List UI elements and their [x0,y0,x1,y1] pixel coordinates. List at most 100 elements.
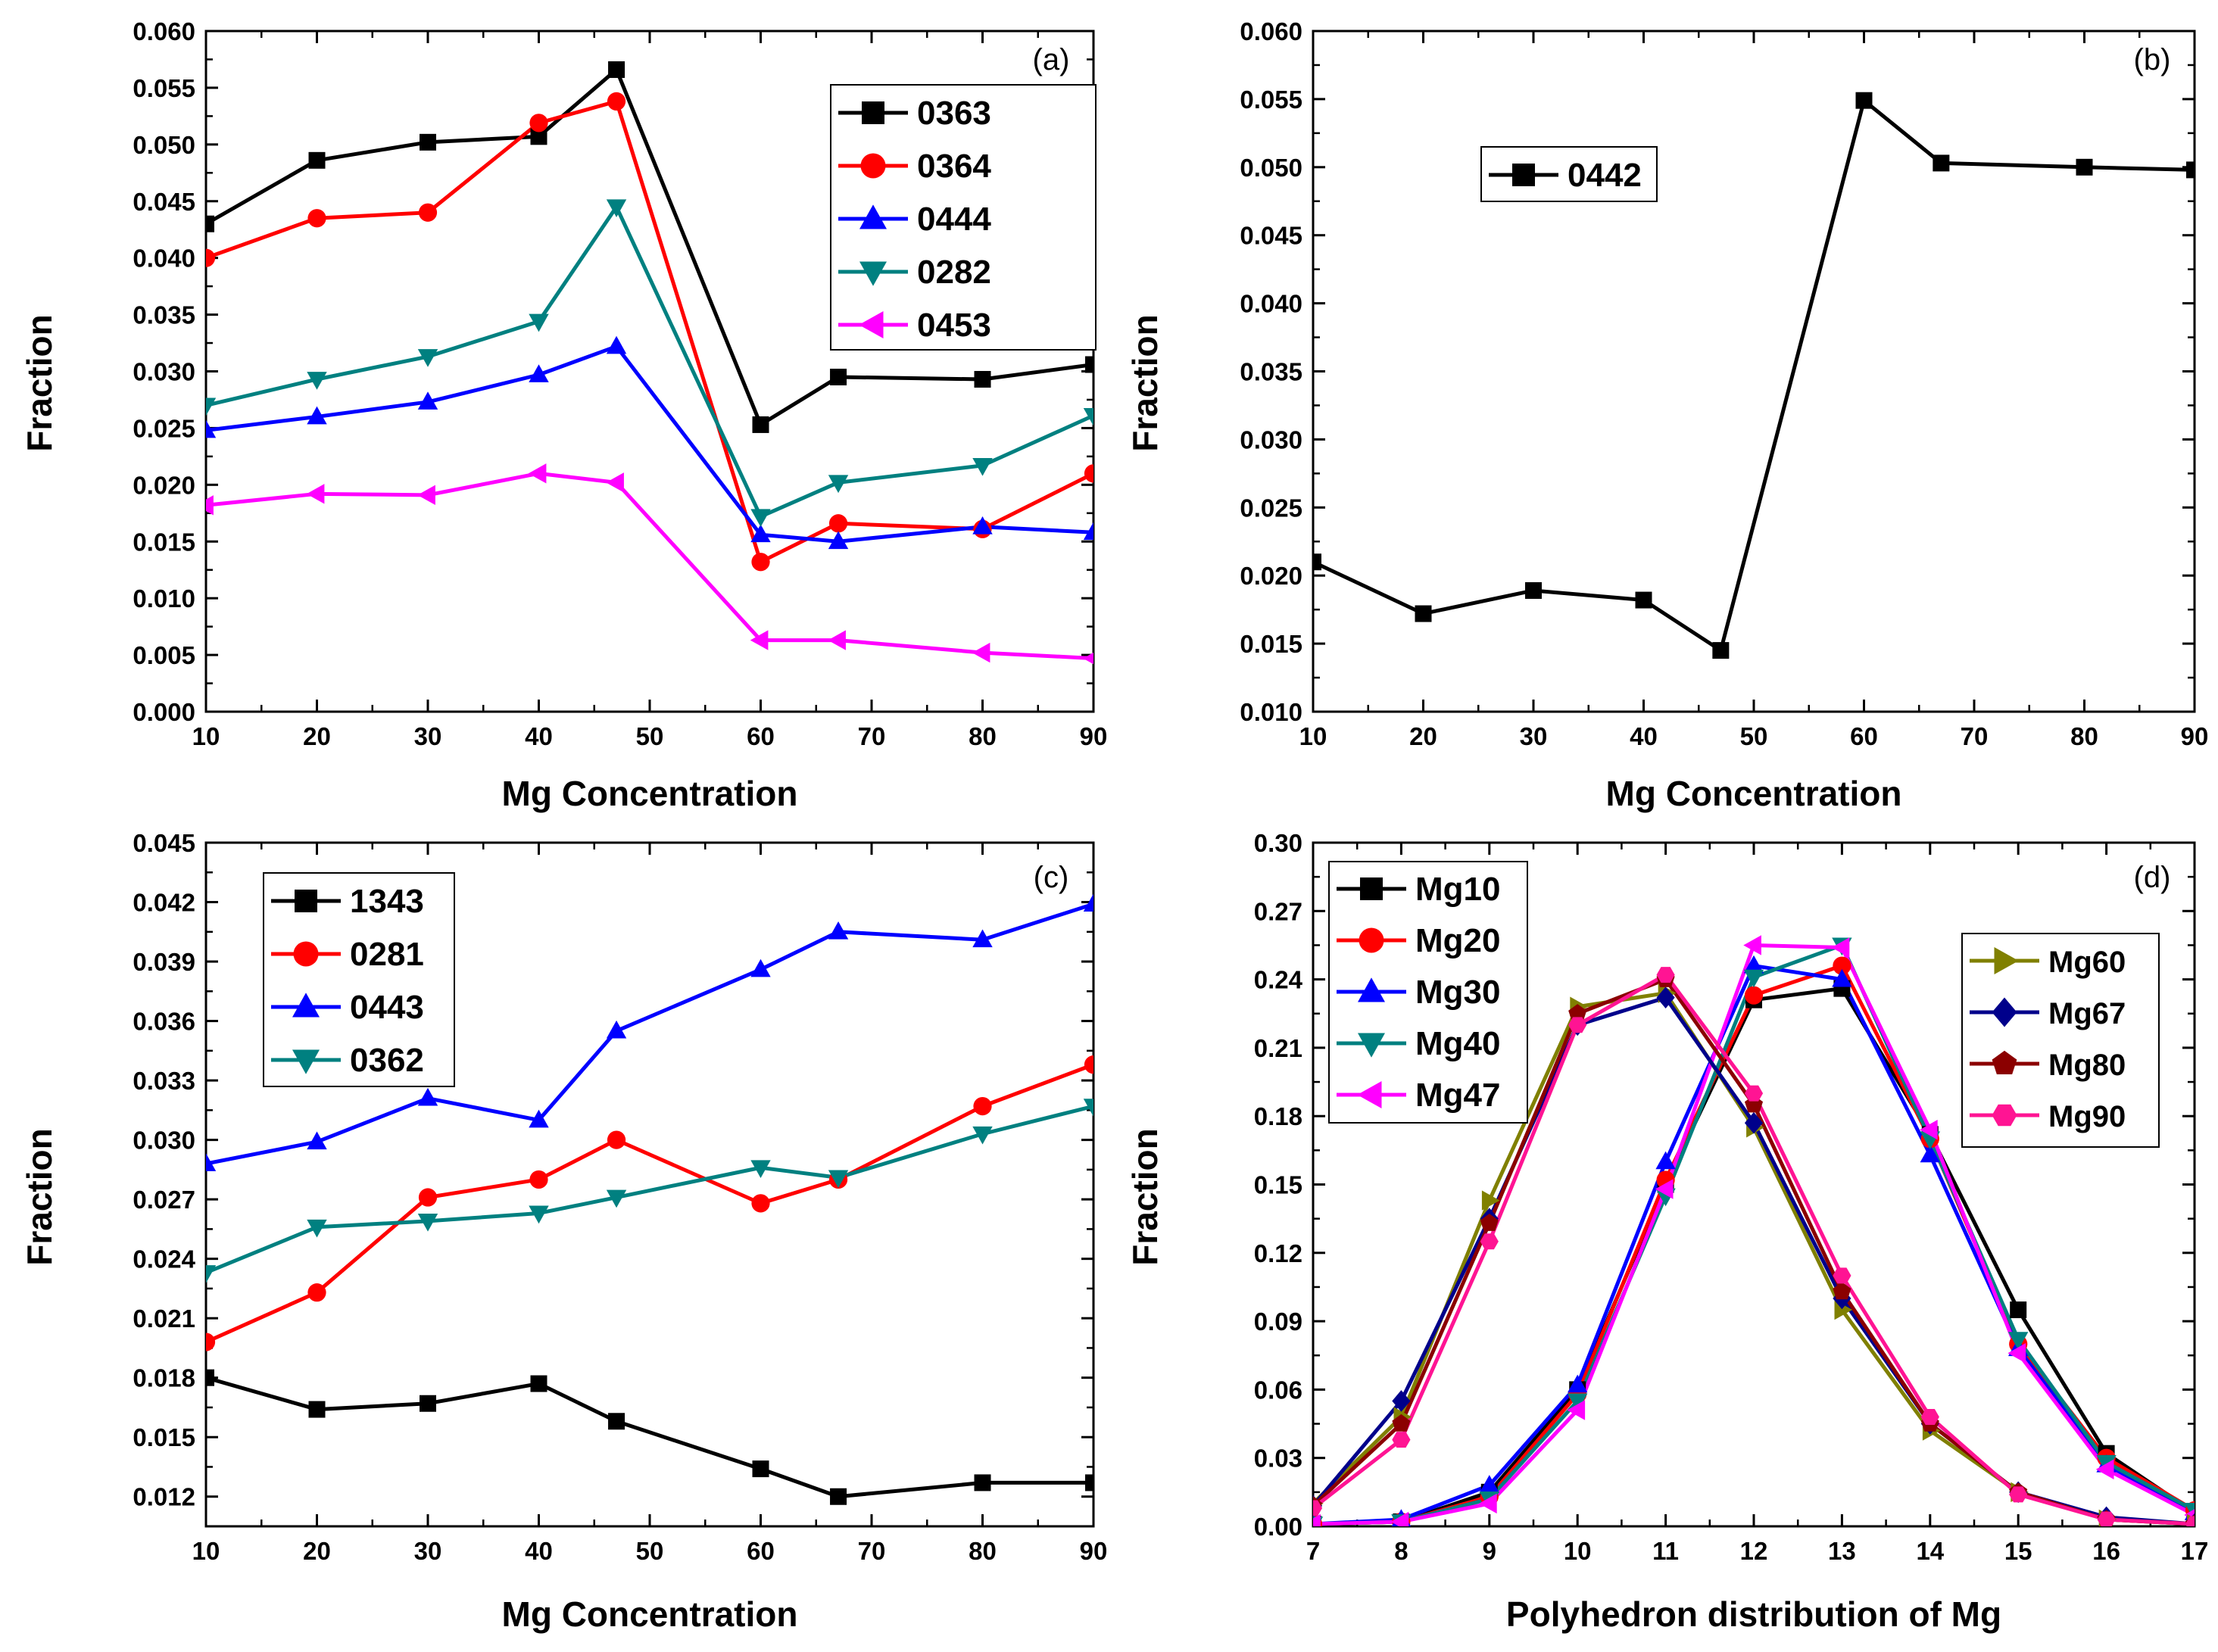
legend-label-Mg40: Mg40 [1415,1025,1500,1062]
data-point-Mg47 [1743,935,1761,955]
x-tick-label: 40 [525,1537,553,1565]
x-tick-label: 60 [1850,722,1878,750]
x-tick-label: 20 [303,722,331,750]
x-tick-label: 60 [747,1537,775,1565]
data-point-Mg47 [2095,1459,2114,1479]
y-tick-label: 0.060 [133,17,195,45]
x-tick-label: 60 [747,722,775,750]
data-point-Mg30 [1743,955,1764,974]
legend-marker-Mg40 [1358,1033,1385,1058]
data-point-Mg30 [1832,968,1852,987]
y-tick-label: 0.030 [1240,425,1302,454]
data-point-Mg80 [1568,1004,1587,1021]
y-tick-label: 0.024 [133,1245,195,1273]
x-tick-label: 7 [1306,1537,1320,1565]
data-point-0453 [606,472,624,493]
x-tick-label: 16 [2092,1537,2120,1565]
y-tick-label: 0.050 [1240,154,1302,182]
data-point-0442 [1933,154,1950,172]
data-point-Mg40 [2008,1332,2029,1350]
y-tick-label: 0.06 [1254,1376,1302,1404]
x-tick-label: 50 [1740,722,1768,750]
legend-label-0363: 0363 [917,95,991,132]
y-tick-label: 0.09 [1254,1308,1302,1336]
series-line-0281 [206,1062,1093,1344]
legend-label-Mg67: Mg67 [2048,997,2126,1030]
data-point-0282 [606,199,627,217]
y-tick-label: 0.020 [1240,562,1302,590]
x-tick-label: 90 [1080,722,1108,750]
legend-label-0453: 0453 [917,307,991,344]
data-point-0362 [417,1214,438,1232]
data-point-0362 [307,1219,327,1238]
legend-marker-Mg60 [1994,947,2019,974]
y-tick-label: 0.055 [1240,86,1302,114]
x-axis-title: Mg Concentration [502,774,798,813]
data-point-0453 [1083,652,1093,665]
y-tick-label: 0.005 [133,641,195,669]
data-point-0444 [750,524,771,543]
y-tick-label: 0.027 [133,1186,195,1214]
y-tick-label: 0.020 [133,471,195,499]
x-tick-label: 40 [525,722,553,750]
data-point-Mg40 [1743,969,1764,988]
y-tick-label: 0.00 [1254,1513,1302,1541]
legend-label-Mg47: Mg47 [1415,1077,1500,1114]
y-tick-label: 0.010 [133,584,195,612]
data-point-Mg30 [1655,1151,1676,1170]
data-point-Mg47 [1920,1120,1938,1140]
data-point-0362 [828,1170,849,1189]
y-tick-label: 0.055 [133,74,195,102]
data-point-Mg90 [1920,1409,1939,1425]
data-point-Mg10 [2010,1301,2027,1319]
data-point-0281 [751,1194,770,1213]
x-axis-title: Mg Concentration [1606,774,1902,813]
y-tick-label: 0.060 [1240,17,1302,45]
data-point-Mg90 [1313,1500,1323,1516]
data-point-0453 [417,485,435,506]
data-point-0444 [529,364,549,382]
data-point-0282 [417,349,438,367]
data-point-Mg40 [1568,1393,1588,1412]
data-point-0364 [1084,464,1093,483]
legend: 0442 [1480,146,1658,202]
data-point-0442 [1313,553,1321,571]
data-point-1343 [608,1413,625,1430]
data-point-0444 [417,391,438,410]
legend-marker-Mg47 [1357,1081,1382,1108]
data-point-0282 [972,457,993,476]
data-point-0364 [206,248,216,267]
data-point-0444 [828,531,849,550]
data-point-0282 [828,475,849,494]
legend-marker-Mg20 [1359,927,1384,953]
data-point-0362 [972,1126,993,1145]
y-tick-label: 0.039 [133,948,195,976]
legend-marker-Mg90 [1992,1104,2017,1127]
data-point-0364 [828,514,848,533]
data-point-0442 [1525,581,1542,599]
data-point-Mg47 [1567,1400,1586,1420]
x-tick-label: 12 [1740,1537,1768,1565]
data-point-0444 [1083,522,1093,541]
y-tick-label: 0.025 [133,414,195,442]
data-point-0364 [418,203,438,222]
data-point-Mg90 [2097,1511,2116,1526]
data-point-Mg67 [1656,987,1675,1008]
data-point-0442 [1712,642,1730,659]
y-tick-label: 0.035 [133,301,195,329]
data-point-1343 [206,1369,214,1386]
data-point-Mg67 [1744,1111,1764,1134]
legend-label-0442: 0442 [1568,157,1642,194]
data-point-0364 [529,114,548,132]
x-tick-label: 90 [2181,722,2209,750]
legend-label-0444: 0444 [917,201,991,238]
y-tick-label: 0.12 [1254,1239,1302,1267]
y-tick-label: 0.021 [133,1304,195,1333]
y-tick-label: 0.050 [133,131,195,159]
x-tick-label: 10 [192,722,220,750]
x-tick-label: 9 [1483,1537,1496,1565]
data-point-0453 [972,642,990,663]
data-point-1343 [530,1375,547,1392]
legend-marker-0443 [292,993,320,1018]
data-point-0444 [972,516,993,535]
